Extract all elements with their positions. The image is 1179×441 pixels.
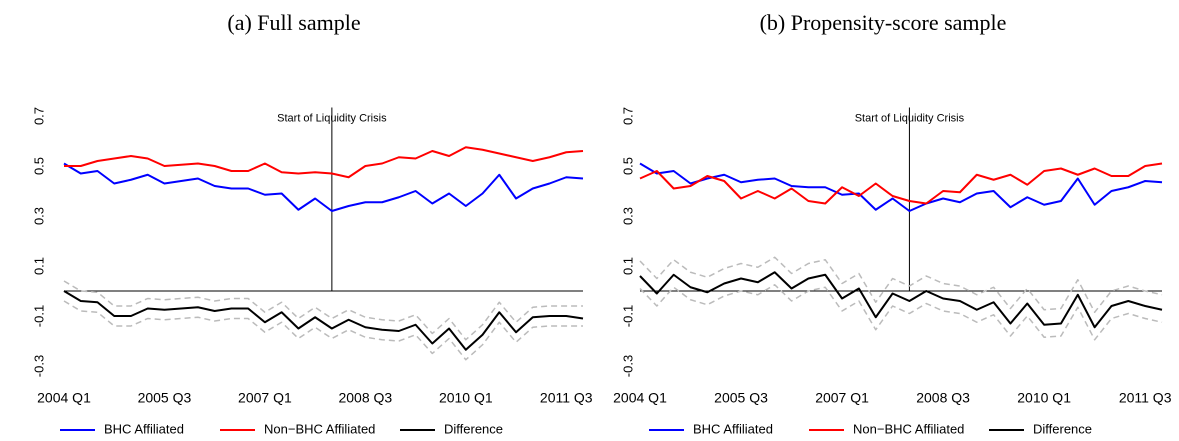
series-line [64, 146, 584, 179]
x-tick-label: 2005 Q3 [138, 390, 192, 406]
annotation: Start of Liquidity Crisis [855, 112, 965, 124]
x-tick-label: 2005 Q3 [714, 390, 768, 406]
y-tick-label: 0.5 [31, 157, 46, 175]
panel: (b) Propensity-score sample -0.3 -0.1 0.1 0.… [613, 10, 1172, 436]
x-tick-label: 2010 Q1 [1017, 390, 1071, 406]
legend-label: Non−BHC Affiliated [264, 421, 375, 436]
y-tick-label: 0.5 [620, 157, 635, 175]
x-tick-label: 2011 Q3 [540, 390, 593, 406]
y-tick-label: 0.1 [620, 257, 635, 275]
series-line [63, 290, 584, 351]
y-tick-label: -0.3 [31, 355, 46, 377]
legend-label: BHC Affiliated [104, 421, 184, 436]
y-tick-label: -0.1 [620, 305, 635, 327]
legend-label: Difference [444, 421, 503, 436]
band-line [63, 300, 583, 361]
y-tick-label: -0.1 [31, 305, 46, 327]
annotation: Start of Liquidity Crisis [277, 112, 387, 124]
x-tick-label: 2008 Q3 [338, 390, 392, 406]
y-tick-label: 0.3 [620, 207, 635, 225]
band-line [639, 256, 1163, 313]
y-tick-label: 0.3 [31, 207, 46, 225]
y-tick-label: 0.7 [31, 107, 46, 125]
panel-title: (a) Full sample [227, 10, 360, 35]
series-line [639, 162, 1163, 205]
x-tick-label: 2007 Q1 [815, 390, 869, 406]
x-tick-label: 2004 Q1 [613, 390, 667, 406]
y-tick-label: 0.7 [620, 107, 635, 125]
legend-label: Difference [1033, 421, 1092, 436]
band-line [63, 280, 583, 341]
x-tick-label: 2011 Q3 [1119, 390, 1172, 406]
legend-label: BHC Affiliated [693, 421, 773, 436]
band-line [639, 284, 1163, 341]
series-line [639, 162, 1163, 212]
panel-title: (b) Propensity-score sample [760, 10, 1007, 35]
x-tick-label: 2008 Q3 [916, 390, 970, 406]
y-tick-label: 0.1 [31, 257, 46, 275]
series-line [639, 271, 1163, 329]
x-tick-label: 2007 Q1 [238, 390, 292, 406]
x-tick-label: 2010 Q1 [439, 390, 493, 406]
y-tick-label: -0.3 [620, 355, 635, 377]
x-tick-label: 2004 Q1 [37, 390, 91, 406]
legend-label: Non−BHC Affiliated [853, 421, 964, 436]
series-line [63, 162, 584, 212]
panel: (a) Full sample -0.3 -0.1 0.1 0.3 0.5 0.7 2004 … [31, 10, 592, 436]
